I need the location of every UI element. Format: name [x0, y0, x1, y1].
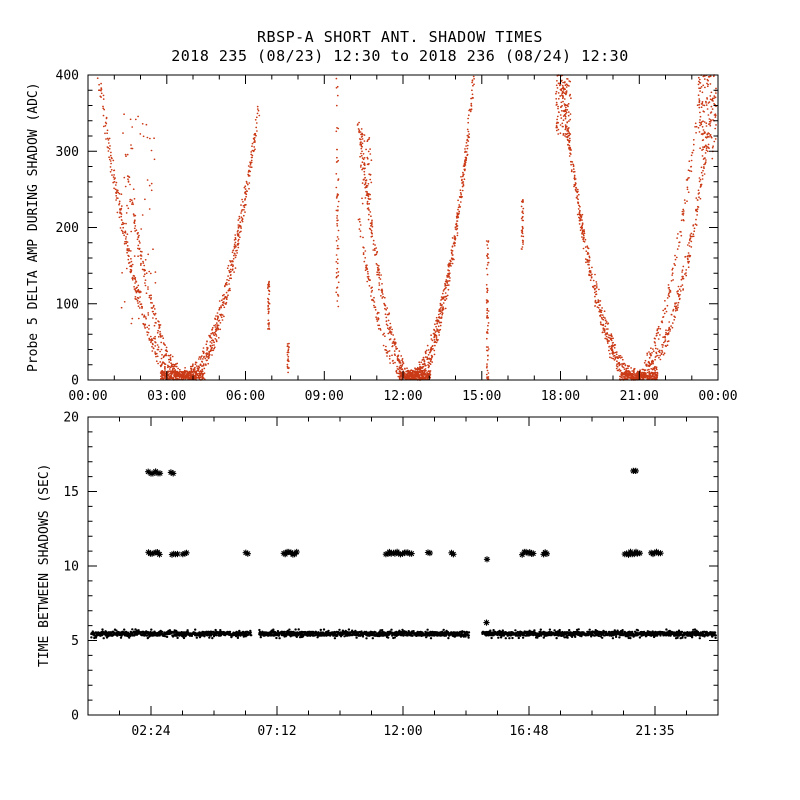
y-tick-label-bottom: 0 — [71, 709, 79, 724]
axis-box-bottom — [87, 416, 719, 716]
y-tick-label-bottom: 5 — [71, 634, 79, 649]
y-tick-label-bottom: 10 — [63, 560, 79, 575]
y-tick-label-bottom: 15 — [63, 485, 79, 500]
x-tick-label-top: 12:00 — [383, 389, 422, 404]
y-tick-label-top: 0 — [71, 374, 79, 389]
star-markers-bottom — [145, 467, 664, 626]
scatter-points-top — [96, 74, 717, 381]
scatter-points-bottom — [90, 628, 717, 640]
panel-top: 00:00 03:00 06:00 09:00 12:00 15:00 18:00 21:00… — [56, 69, 738, 405]
y-tick-label-top: 300 — [56, 145, 79, 160]
axis-box-top — [87, 74, 719, 381]
axis-ticks-top — [87, 74, 719, 381]
x-tick-label-top: 09:00 — [305, 389, 344, 404]
x-tick-label-top: 03:00 — [147, 389, 186, 404]
x-tick-label-top: 21:00 — [620, 389, 659, 404]
axis-ticks-bottom — [87, 416, 719, 716]
x-tick-label-bottom: 07:12 — [257, 724, 296, 739]
x-tick-label-top: 00:00 — [68, 389, 107, 404]
panel-bottom: 02:24 07:12 12:00 16:48 21:35 0 5 10 15 20 — [63, 411, 719, 739]
x-tick-label-top: 06:00 — [226, 389, 265, 404]
chart-subtitle: 2018 235 (08/23) 12:30 to 2018 236 (08/2… — [171, 47, 629, 65]
y-tick-label-bottom: 20 — [63, 411, 79, 426]
x-tick-label-top: 00:00 — [698, 389, 737, 404]
chart-title: RBSP-A SHORT ANT. SHADOW TIMES — [257, 28, 543, 46]
y-tick-label-top: 100 — [56, 297, 79, 312]
x-tick-label-bottom: 02:24 — [131, 724, 170, 739]
y-tick-label-top: 200 — [56, 221, 79, 236]
x-tick-label-bottom: 21:35 — [635, 724, 674, 739]
y-tick-label-top: 400 — [56, 69, 79, 84]
x-tick-label-bottom: 12:00 — [383, 724, 422, 739]
x-tick-label-top: 15:00 — [462, 389, 501, 404]
x-tick-label-bottom: 16:48 — [509, 724, 548, 739]
x-tick-label-top: 18:00 — [541, 389, 580, 404]
